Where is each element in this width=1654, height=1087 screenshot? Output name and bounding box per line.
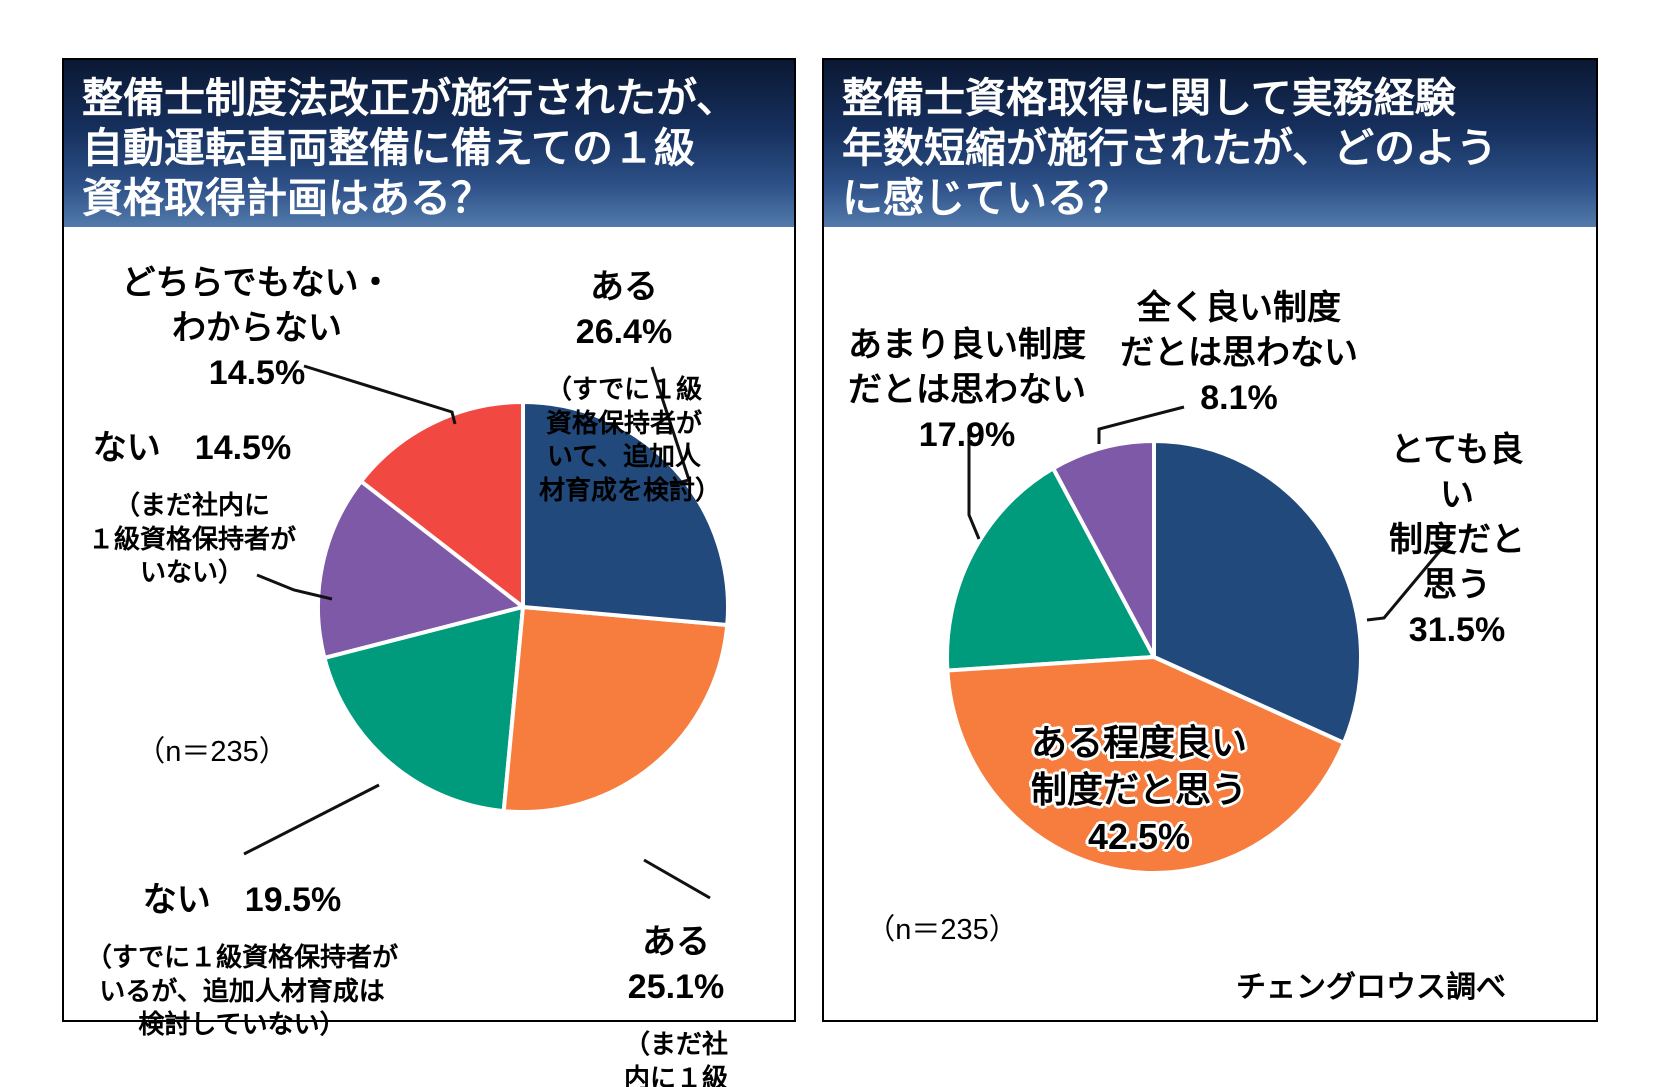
pie-slice (322, 605, 525, 814)
pie-slice (1152, 439, 1363, 745)
leader-line-yes264 (650, 366, 691, 487)
pie-slice (521, 400, 730, 628)
pie-slice (359, 400, 525, 609)
pie-chart-left (243, 364, 730, 900)
leader-line-very-good (1366, 539, 1451, 622)
panel-header-right: 整備士資格取得に関して実務経験 年数短縮が施行されたが、どのよう に感じている？ (824, 60, 1596, 227)
label-yes-264: ある 26.4% （すでに１級資格保持者が いて、追加人材育成を検討） (539, 268, 722, 506)
label-not-at-all-good: 全く良い制度 だとは思わない 8.1% (1120, 289, 1358, 417)
leader-line-no145 (256, 573, 333, 601)
pie-slice (945, 655, 1346, 875)
label-not-very-good: あまり良い制度 だとは思わない 17.9% (848, 326, 1086, 454)
leader-line-yes251 (643, 858, 711, 900)
label-n-right: （n＝235） (866, 914, 1018, 946)
survey-panel-right: 整備士資格取得に関して実務経験 年数短縮が施行されたが、どのよう に感じている？… (822, 58, 1598, 1022)
label-very-good: とても良い 制度だと思う 31.5% (1389, 431, 1525, 649)
label-no-195: ない 19.5% （すでに１級資格保持者が いるが、追加人材育成は 検討していな… (85, 881, 399, 1040)
pie-slice (1051, 439, 1156, 659)
label-n-left: （n＝235） (136, 736, 288, 768)
survey-panel-left: 整備士制度法改正が施行されたが、 自動運転車両整備に備えての１級 資格取得計画は… (62, 58, 796, 1087)
leader-line-not-very-good (967, 432, 981, 540)
leader-line-no195 (243, 783, 380, 856)
label-somewhat-good: ある程度良い 制度だと思う 42.5% (1030, 722, 1248, 857)
pie-chart-right (945, 405, 1451, 875)
pie-slice (316, 479, 525, 660)
leader-line-not-at-all (1097, 405, 1185, 444)
source-credit: チェングロウス調べ (1236, 971, 1506, 1004)
pie-slice (501, 605, 730, 814)
label-neither: どちらでもない・ わからない 14.5% (121, 264, 393, 392)
pie-slice (945, 466, 1156, 673)
leader-line-neither (303, 364, 457, 425)
panel-header-left: 整備士制度法改正が施行されたが、 自動運転車両整備に備えての１級 資格取得計画は… (64, 60, 794, 227)
label-no-145: ない 14.5% （まだ社内に １級資格保持者が いない） (87, 429, 297, 588)
